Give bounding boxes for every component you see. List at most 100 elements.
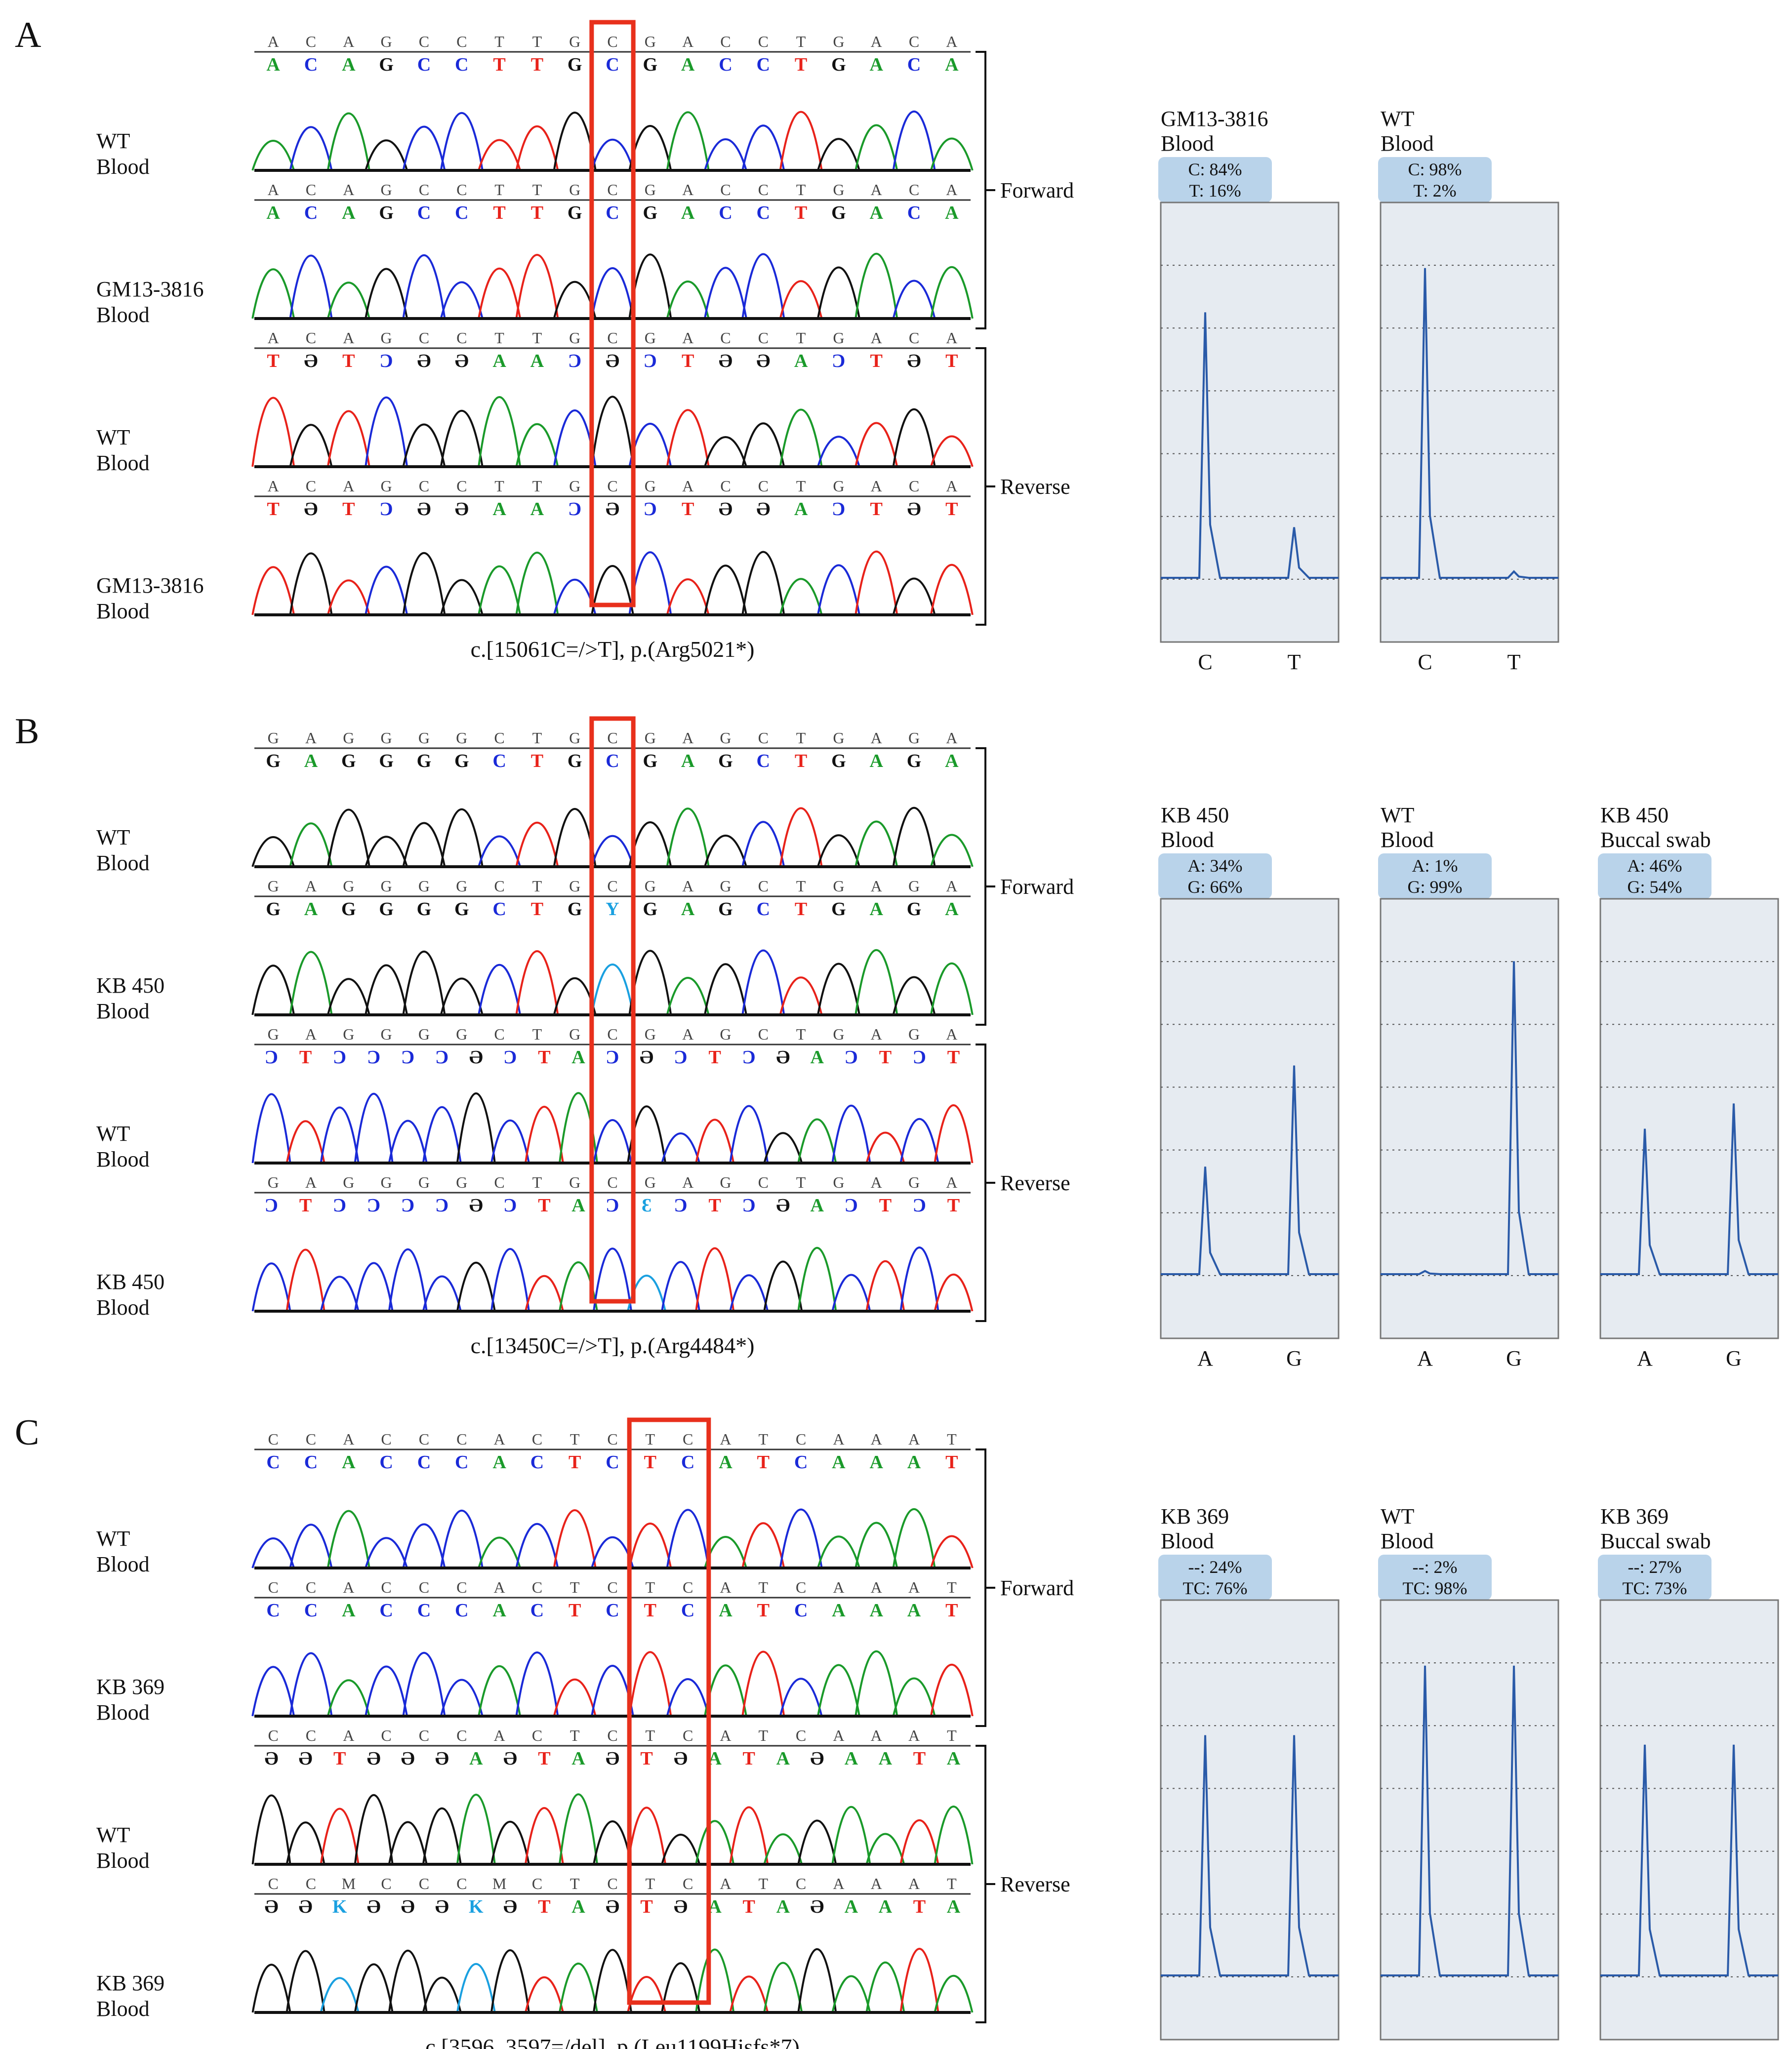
sample-tissue: Blood — [96, 303, 150, 327]
trace-peak — [855, 1650, 898, 1717]
called-base: Ͻ — [333, 1195, 346, 1216]
called-base: T — [267, 351, 279, 371]
trace-peak — [892, 111, 936, 171]
called-base: C — [417, 1600, 431, 1621]
trace-peak — [558, 1793, 598, 1865]
trace-peak — [899, 1118, 939, 1164]
ref-base: A — [908, 1430, 920, 1448]
ref-base: C — [532, 1430, 542, 1448]
called-base: A — [530, 351, 544, 371]
called-base: Ə — [776, 1195, 790, 1216]
called-base: Ə — [367, 1896, 381, 1917]
ref-base: T — [570, 1875, 580, 1892]
ref-base: A — [871, 1578, 882, 1596]
ref-base: A — [946, 729, 957, 747]
called-base: A — [681, 751, 695, 771]
trace-peak — [729, 1274, 769, 1312]
called-base: Ə — [674, 1896, 688, 1917]
called-base: Ə — [719, 351, 733, 371]
ref-base: G — [833, 329, 844, 347]
strand-bracket — [976, 51, 986, 329]
ref-base: C — [758, 729, 769, 747]
pyro-trace — [1381, 961, 1558, 1275]
called-base: Ͻ — [367, 1195, 380, 1216]
ref-base: C — [607, 1875, 617, 1892]
trace-peak — [934, 1974, 974, 2013]
trace-peak — [930, 1535, 974, 1568]
called-base: C — [606, 54, 619, 75]
called-base: G — [831, 54, 846, 75]
trace-peak — [365, 964, 408, 1015]
ref-base: G — [833, 33, 844, 50]
ref-base: G — [645, 181, 656, 199]
sample-name: WT — [96, 1823, 130, 1847]
ref-base: G — [720, 877, 731, 895]
ref-base: C — [607, 329, 617, 347]
called-base: T — [531, 202, 543, 223]
ref-base: T — [947, 1430, 957, 1448]
sample-tissue: Blood — [96, 1147, 150, 1171]
pyro-sample: KB 450 — [1161, 803, 1229, 827]
trace-peak — [440, 977, 484, 1015]
allele-frequency: TC: 73% — [1623, 1578, 1687, 1598]
called-base: Ͻ — [503, 1047, 517, 1068]
ref-base: A — [720, 1430, 731, 1448]
called-base: A — [811, 1195, 824, 1216]
called-base: C — [681, 1452, 694, 1473]
ref-base: C — [419, 181, 429, 199]
trace-peak — [817, 436, 860, 467]
pyro-x-label: T — [1288, 650, 1301, 674]
ref-base: C — [758, 329, 769, 347]
pyro-x-label: C — [1726, 2048, 1741, 2049]
strand-bracket — [976, 1448, 986, 1727]
ref-base: C — [683, 1727, 693, 1744]
ref-base: G — [720, 1025, 731, 1043]
trace-peak — [817, 138, 860, 171]
trace-peak — [741, 1522, 785, 1568]
trace-peak — [490, 1248, 530, 1312]
ref-base: C — [796, 1430, 806, 1448]
trace-peak — [797, 1118, 837, 1164]
ref-base: A — [343, 1727, 354, 1744]
called-base: Ͻ — [568, 499, 581, 520]
called-base: G — [718, 751, 733, 771]
called-base: T — [757, 1600, 770, 1621]
called-base: A — [869, 202, 883, 223]
called-base: A — [342, 202, 356, 223]
trace-peak — [892, 1508, 936, 1568]
trace-peak — [741, 949, 785, 1015]
called-base: C — [907, 202, 921, 223]
called-base: A — [945, 54, 959, 75]
ref-base: C — [720, 33, 731, 50]
ref-base: A — [833, 1578, 844, 1596]
ref-base: C — [758, 1025, 769, 1043]
called-base: C — [417, 1452, 431, 1473]
ref-base: A — [343, 33, 354, 50]
ref-base: C — [419, 33, 429, 50]
called-base: C — [794, 1600, 808, 1621]
ref-base: G — [381, 477, 392, 495]
called-base: Ə — [503, 1896, 517, 1917]
trace-peak — [285, 1120, 326, 1164]
called-base: Ə — [455, 351, 469, 371]
trace-peak — [704, 436, 747, 467]
trace-peak — [251, 1262, 291, 1312]
called-base: A — [492, 1600, 506, 1621]
called-base: A — [304, 751, 318, 771]
trace-peak — [251, 1964, 291, 2013]
trace-peak — [593, 1119, 632, 1164]
trace-peak — [934, 1273, 974, 1312]
called-base: A — [492, 351, 506, 371]
called-base: C — [606, 202, 619, 223]
trace-peak — [741, 1650, 785, 1717]
trace-peak — [666, 807, 710, 867]
called-base: A — [266, 54, 280, 75]
trace-peak — [440, 112, 484, 171]
called-base: Ə — [264, 1896, 278, 1917]
ref-base: A — [305, 877, 317, 895]
trace-peak — [797, 1246, 837, 1312]
ref-base: A — [946, 1173, 957, 1191]
called-base: G — [568, 899, 582, 920]
called-base: A — [571, 1195, 585, 1216]
